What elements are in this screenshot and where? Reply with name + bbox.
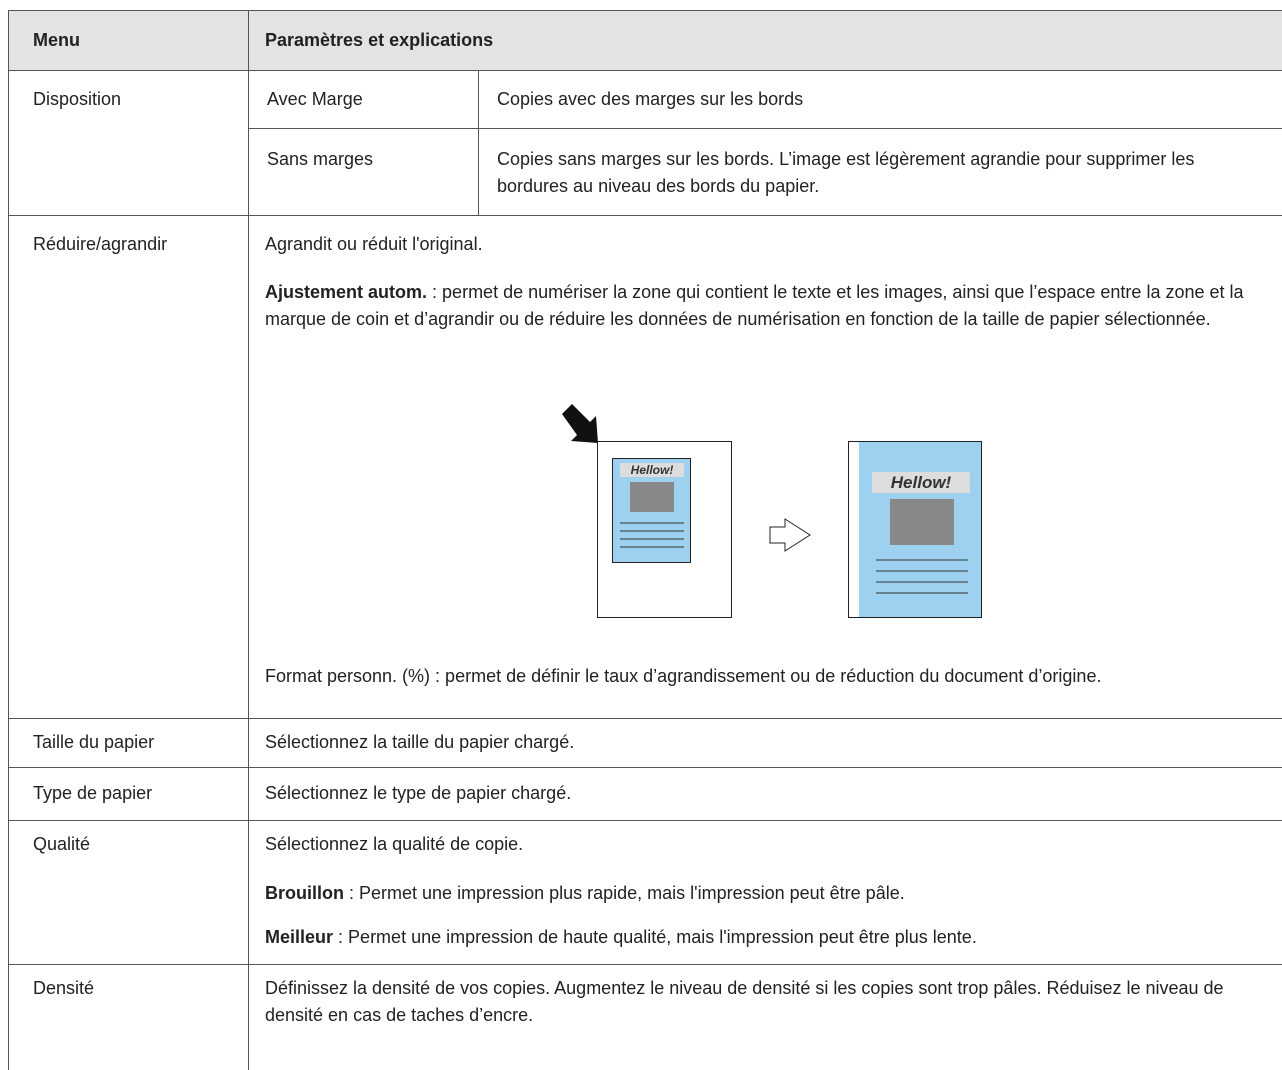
border — [248, 128, 1282, 129]
illustration: Hellow! Hellow! — [562, 404, 982, 618]
photo — [630, 482, 674, 512]
term: Meilleur — [265, 927, 334, 947]
header-cell: Paramètres et explications — [265, 30, 494, 50]
illustration-label: Hellow! — [891, 473, 952, 492]
paragraph: Brouillon : Permet une impression plus r… — [265, 880, 1275, 907]
text: : Permet une impression de haute qualité… — [338, 927, 977, 947]
term: Brouillon — [265, 883, 344, 903]
menu-cell: Densité — [33, 978, 95, 998]
border — [478, 70, 479, 215]
text-lines — [620, 522, 684, 548]
paragraph: Agrandit ou réduit l'original. — [265, 234, 483, 254]
header-cell: Menu — [33, 30, 80, 50]
paragraph: Format personn. (%) : permet de définir … — [265, 666, 1102, 686]
label-box — [620, 463, 684, 477]
text-lines — [876, 559, 968, 594]
menu-cell: Type de papier — [33, 783, 153, 803]
option-desc: Copies avec des marges sur les bords — [497, 89, 804, 109]
paragraph: Sélectionnez le type de papier chargé. — [265, 783, 572, 803]
option-desc: Copies sans marges sur les bords. L’imag… — [497, 149, 1195, 196]
paragraph: Sélectionnez la qualité de copie. — [265, 834, 524, 854]
illustration-label: Hellow! — [631, 463, 674, 477]
border — [248, 10, 249, 1070]
option-name: Avec Marge — [267, 89, 363, 109]
paragraph: Meilleur : Permet une impression de haut… — [265, 924, 1275, 951]
paragraph: Ajustement autom. : permet de numériser … — [265, 279, 1270, 333]
label-box — [872, 472, 970, 493]
menu-cell: Taille du papier — [33, 732, 155, 752]
border — [8, 10, 9, 1070]
photo — [890, 499, 954, 545]
term: Ajustement autom. — [265, 282, 428, 302]
text: : Permet une impression plus rapide, mai… — [349, 883, 905, 903]
menu-cell: Qualité — [33, 834, 91, 854]
border — [8, 215, 1282, 216]
border — [8, 10, 1282, 11]
border — [8, 964, 1282, 965]
option-name: Sans marges — [267, 149, 374, 169]
text: : permet de numériser la zone qui contie… — [265, 282, 1244, 329]
border — [8, 70, 1282, 71]
paragraph: Définissez la densité de vos copies. Aug… — [265, 978, 1224, 1025]
paragraph: Sélectionnez la taille du papier chargé. — [265, 732, 575, 752]
border — [8, 767, 1282, 768]
menu-cell: Réduire/agrandir — [33, 234, 168, 254]
flow-arrow — [769, 518, 811, 552]
pointer-arrow — [562, 404, 598, 443]
header-bg — [8, 10, 1282, 70]
menu-cell: Disposition — [33, 89, 122, 109]
border — [8, 820, 1282, 821]
border — [8, 718, 1282, 719]
